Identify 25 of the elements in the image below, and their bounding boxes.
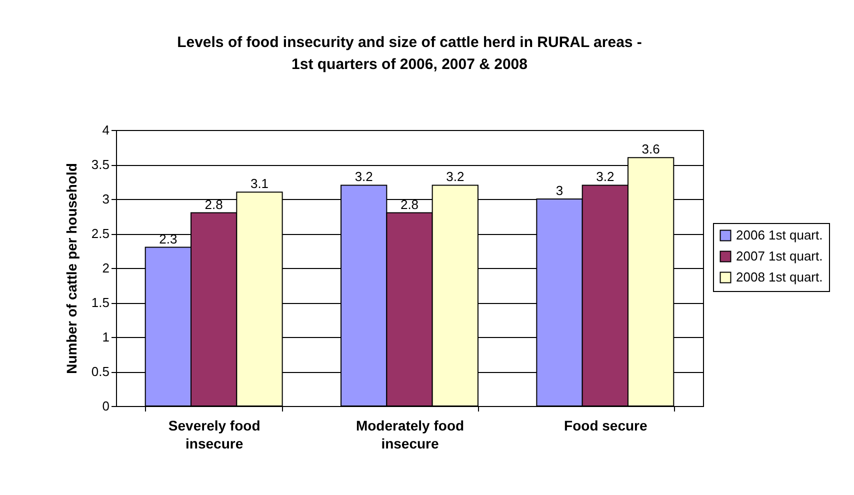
x-tick-label: Food secure [564,418,648,434]
y-tick-label: 1 [102,330,110,344]
y-tick-label: 3.5 [91,157,110,172]
legend-label: 2008 1st quart. [736,270,823,284]
y-axis-title: Number of cattle per household [63,163,80,374]
y-tick-label: 3 [102,192,110,206]
x-tick-label: Moderately food insecure [356,418,464,452]
data-label: 2.8 [204,196,223,212]
y-tick-label: 1.5 [91,295,110,310]
chart-title: Levels of food insecurity and size of cattle herd in RURAL areas - 1st quarters of 2006, 2007 & 2008 [177,34,642,73]
data-label: 3.6 [642,142,660,157]
legend-label: 2007 1st quart. [736,248,823,264]
y-tick-label: 2 [102,260,110,276]
x-tick-label: Severely food insecure [168,418,260,452]
data-label: 3.2 [446,169,464,184]
legend-label: 2006 1st quart. [736,228,823,242]
data-label: 3.2 [596,169,614,184]
y-tick-label: 0.5 [91,364,110,379]
y-tick-label: 0 [102,398,110,414]
data-label: 3 [556,183,564,198]
data-label: 3.2 [354,169,373,184]
y-tick-label: 4 [102,122,110,138]
data-label: 2.8 [400,196,419,212]
y-tick-label: 2.5 [91,226,110,241]
data-label: 3.1 [250,176,269,192]
